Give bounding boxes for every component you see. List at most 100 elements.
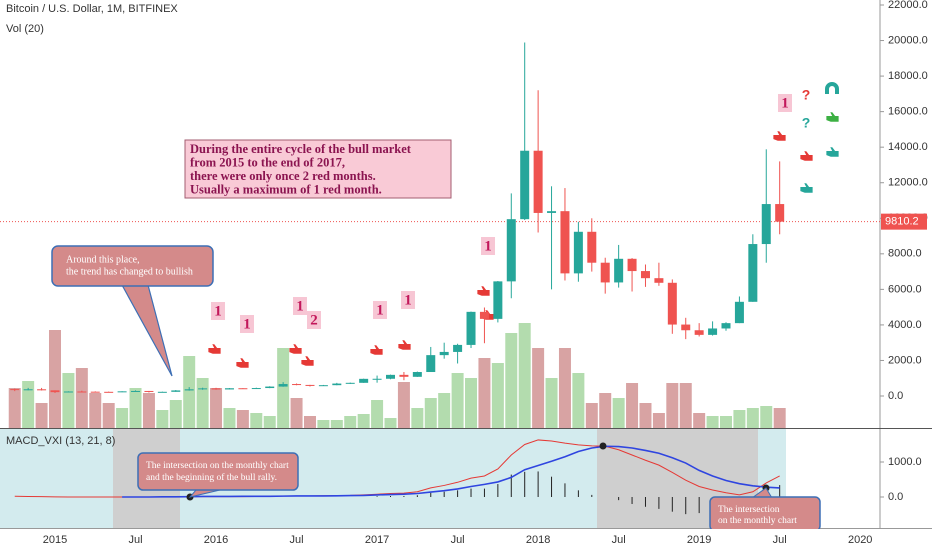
volume-bar xyxy=(652,413,665,428)
y-tick-label: 4000.0 xyxy=(888,319,922,331)
candle-body xyxy=(533,150,543,213)
count-mark-box xyxy=(240,315,254,333)
candle-body xyxy=(614,258,624,283)
candle-body xyxy=(694,330,704,335)
volume-bar xyxy=(183,356,196,428)
x-tick-label: Jul xyxy=(451,534,465,546)
volume-bar xyxy=(384,418,397,428)
callout-box xyxy=(137,452,299,491)
callout-text: The intersection on the monthly chart xyxy=(146,461,289,471)
candle-body xyxy=(479,311,489,319)
volume-bar xyxy=(196,378,209,428)
candle-body xyxy=(117,391,127,393)
volume-bar xyxy=(438,393,451,428)
annotation-text: Usually a maximum of 1 red month. xyxy=(190,182,382,196)
volume-bar xyxy=(478,358,491,428)
y-tick-label: 14000.0 xyxy=(888,141,928,153)
candle-body xyxy=(775,204,785,222)
candle-body xyxy=(292,384,302,386)
candle-body xyxy=(547,211,557,213)
volume-bar xyxy=(451,373,464,428)
candle-body xyxy=(654,278,664,283)
candle-body xyxy=(10,389,20,391)
candle-body xyxy=(90,391,100,393)
volume-bar xyxy=(357,414,370,428)
volume-bar xyxy=(62,373,75,428)
y-tick-label: 18000.0 xyxy=(888,70,928,82)
hand-icons xyxy=(207,82,840,369)
count-mark: 2 xyxy=(310,312,318,328)
candle-body xyxy=(278,384,288,387)
candle-body xyxy=(439,351,449,356)
x-tick-label: 2015 xyxy=(43,534,67,546)
intersection-dot xyxy=(599,442,607,450)
callout-text: and the beginning of the bull rally. xyxy=(146,472,277,483)
volume-bar xyxy=(545,378,558,428)
question-mark: ? xyxy=(802,87,811,103)
volume-bar xyxy=(89,393,102,428)
volume-bar xyxy=(330,420,343,428)
annotation-text: there were only once 2 red months. xyxy=(190,169,376,183)
candle-body xyxy=(426,355,436,373)
candle-body xyxy=(466,311,476,345)
candle-body xyxy=(359,378,369,383)
y-tick-label: 8000.0 xyxy=(888,248,922,260)
volume-bar xyxy=(491,363,504,428)
candle-body xyxy=(412,372,422,377)
candle-body xyxy=(198,388,208,390)
x-tick-label: Jul xyxy=(290,534,304,546)
volume-bar xyxy=(116,408,129,428)
macd-line xyxy=(122,445,780,498)
count-mark: 1 xyxy=(484,238,492,254)
x-tick-label: Jul xyxy=(128,534,142,546)
macd-title: MACD_VXI (13, 21, 8) xyxy=(6,435,115,447)
candle-body xyxy=(453,344,463,352)
candle-body xyxy=(372,378,382,380)
candle-body xyxy=(386,374,395,379)
count-mark-box xyxy=(401,291,415,309)
volume-bar xyxy=(250,413,263,428)
count-mark: 1 xyxy=(781,95,789,111)
last-price-box xyxy=(881,213,927,230)
y-tick-label: 2000.0 xyxy=(888,354,922,366)
volume-bar xyxy=(693,413,706,428)
count-mark-box xyxy=(778,94,792,112)
x-tick-label: 2020 xyxy=(848,534,872,546)
volume-bar xyxy=(612,398,625,428)
count-mark-box xyxy=(293,297,307,315)
time-axis-bg xyxy=(0,529,932,550)
volume-bar xyxy=(35,403,48,428)
count-mark-box xyxy=(373,301,387,319)
volume-bar xyxy=(210,388,223,428)
candle-body xyxy=(104,391,114,393)
volume-bar xyxy=(773,408,786,428)
volume-bar xyxy=(572,373,585,428)
volume-bar xyxy=(733,410,746,428)
volume-bar xyxy=(8,388,21,428)
volume-bar xyxy=(760,406,773,428)
volume-bar xyxy=(290,398,303,428)
candle-body xyxy=(265,386,275,389)
volume-bar xyxy=(666,383,679,428)
candle-body xyxy=(50,390,60,393)
x-tick-label: 2017 xyxy=(365,534,389,546)
candle-body xyxy=(318,385,328,387)
candle-body xyxy=(77,391,87,393)
volume-bar xyxy=(599,393,612,428)
candle-body xyxy=(184,389,194,391)
volume-bar xyxy=(720,416,732,428)
x-tick-label: 2018 xyxy=(526,534,550,546)
magnet-icon xyxy=(825,82,839,94)
y-tick-label: 6000.0 xyxy=(888,283,922,295)
volume-bar xyxy=(411,408,424,428)
question-mark: ? xyxy=(802,115,811,131)
x-tick-label: Jul xyxy=(773,534,787,546)
candle-body xyxy=(721,323,731,329)
volume-bar xyxy=(317,420,330,428)
count-mark-box xyxy=(211,302,225,320)
callout-text: Around this place, xyxy=(66,254,140,265)
y-tick-label: 0.0 xyxy=(888,390,903,402)
candle-body xyxy=(23,389,33,391)
volume-label: Vol (20) xyxy=(6,23,44,35)
volume-bar xyxy=(129,388,142,428)
